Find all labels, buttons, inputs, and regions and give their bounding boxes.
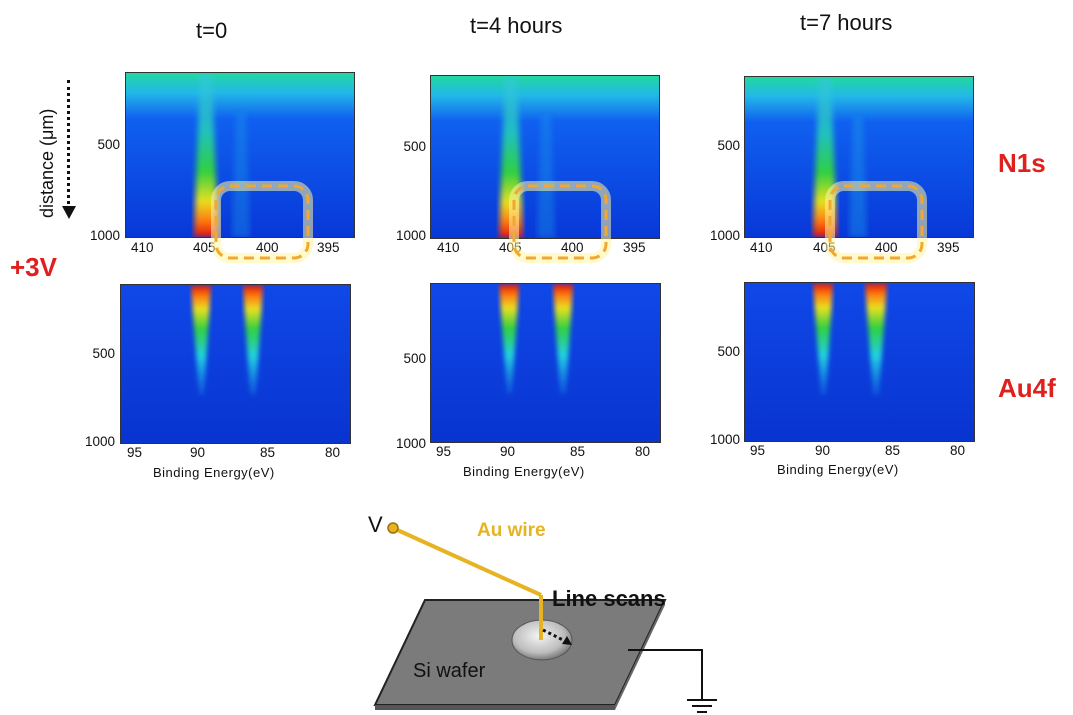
au4f-xtick-85-t0: 85: [260, 445, 276, 460]
highlight-box-t7: [825, 181, 927, 263]
au4f-ytick-1000-t7: 1000: [709, 432, 740, 447]
n1s-xtick-395-t7: 395: [937, 240, 960, 255]
column-title-t7: t=7 hours: [800, 10, 893, 35]
n1s-xtick-410-t0: 410: [131, 240, 154, 255]
au4f-plot-t7: [744, 282, 975, 442]
au4f-xlabel-t7: Binding Energy(eV): [777, 462, 899, 477]
au4f-ytick-500-t4: 500: [403, 351, 426, 366]
bias-label: +3V: [10, 252, 57, 282]
au4f-xtick-80-t0: 80: [325, 445, 341, 460]
y-axis-label: distance (μm): [37, 108, 57, 218]
n1s-ytick-1000-t0: 1000: [89, 228, 120, 243]
n1s-ytick-500-t0: 500: [97, 137, 120, 152]
au4f-heatmap-t4: [431, 284, 660, 442]
n1s-xtick-410-t7: 410: [750, 240, 773, 255]
au4f-xtick-95-t7: 95: [750, 443, 766, 458]
au4f-ytick-1000-t0: 1000: [84, 434, 115, 449]
n1s-xtick-395-t4: 395: [623, 240, 646, 255]
au4f-xtick-85-t4: 85: [570, 444, 586, 459]
n1s-heatmap-t0: [126, 73, 354, 237]
row-label-n1s: N1s: [998, 148, 1046, 178]
n1s-ytick-1000-t7: 1000: [709, 228, 740, 243]
au4f-ytick-500-t7: 500: [717, 344, 740, 359]
au4f-xtick-90-t7: 90: [815, 443, 831, 458]
ground-wire: [628, 649, 703, 700]
au4f-ytick-1000-t4: 1000: [395, 436, 426, 451]
distance-arrowhead: [62, 206, 76, 219]
voltage-label: V: [368, 512, 383, 537]
si-wafer-label: Si wafer: [413, 660, 486, 682]
n1s-xtick-410-t4: 410: [437, 240, 460, 255]
au4f-xtick-90-t4: 90: [500, 444, 516, 459]
voltage-terminal: [387, 522, 399, 534]
au4f-ytick-500-t0: 500: [92, 346, 115, 361]
au4f-xtick-85-t7: 85: [885, 443, 901, 458]
au4f-xtick-80-t4: 80: [635, 444, 651, 459]
row-label-au4f: Au4f: [998, 373, 1056, 403]
au4f-xtick-80-t7: 80: [950, 443, 966, 458]
n1s-xtick-400-t7: 400: [875, 240, 898, 255]
au4f-heatmap-t7: [745, 283, 974, 441]
n1s-ytick-500-t7: 500: [717, 138, 740, 153]
au4f-xlabel-t0: Binding Energy(eV): [153, 465, 275, 480]
au4f-heatmap-t0: [121, 285, 350, 443]
n1s-xtick-395-t0: 395: [317, 240, 340, 255]
au4f-xtick-95-t0: 95: [127, 445, 143, 460]
au-wire-label: Au wire: [477, 520, 546, 541]
n1s-heatmap-t4: [431, 76, 659, 238]
n1s-ytick-1000-t4: 1000: [395, 228, 426, 243]
au4f-plot-t0: [120, 284, 351, 444]
au4f-xtick-95-t4: 95: [436, 444, 452, 459]
distance-arrow: [67, 80, 70, 210]
au4f-plot-t4: [430, 283, 661, 443]
n1s-heatmap-t7: [745, 77, 973, 237]
n1s-plot-t4: [430, 75, 660, 239]
highlight-box-t4: [509, 181, 611, 263]
line-scans-label: Line scans: [552, 586, 666, 611]
scan-arrow: [542, 628, 568, 644]
n1s-xtick-400-t4: 400: [561, 240, 584, 255]
au-wire: [392, 526, 542, 597]
n1s-plot-t0: [125, 72, 355, 238]
n1s-plot-t7: [744, 76, 974, 238]
n1s-xtick-400-t0: 400: [256, 240, 279, 255]
schematic-diagram: [373, 522, 717, 713]
au4f-xlabel-t4: Binding Energy(eV): [463, 464, 585, 479]
au4f-xtick-90-t0: 90: [190, 445, 206, 460]
n1s-xtick-405-t0: 405: [193, 240, 216, 255]
highlight-box-t0: [211, 181, 313, 263]
n1s-ytick-500-t4: 500: [403, 139, 426, 154]
column-title-t0: t=0: [196, 18, 228, 43]
column-title-t4: t=4 hours: [470, 13, 563, 38]
